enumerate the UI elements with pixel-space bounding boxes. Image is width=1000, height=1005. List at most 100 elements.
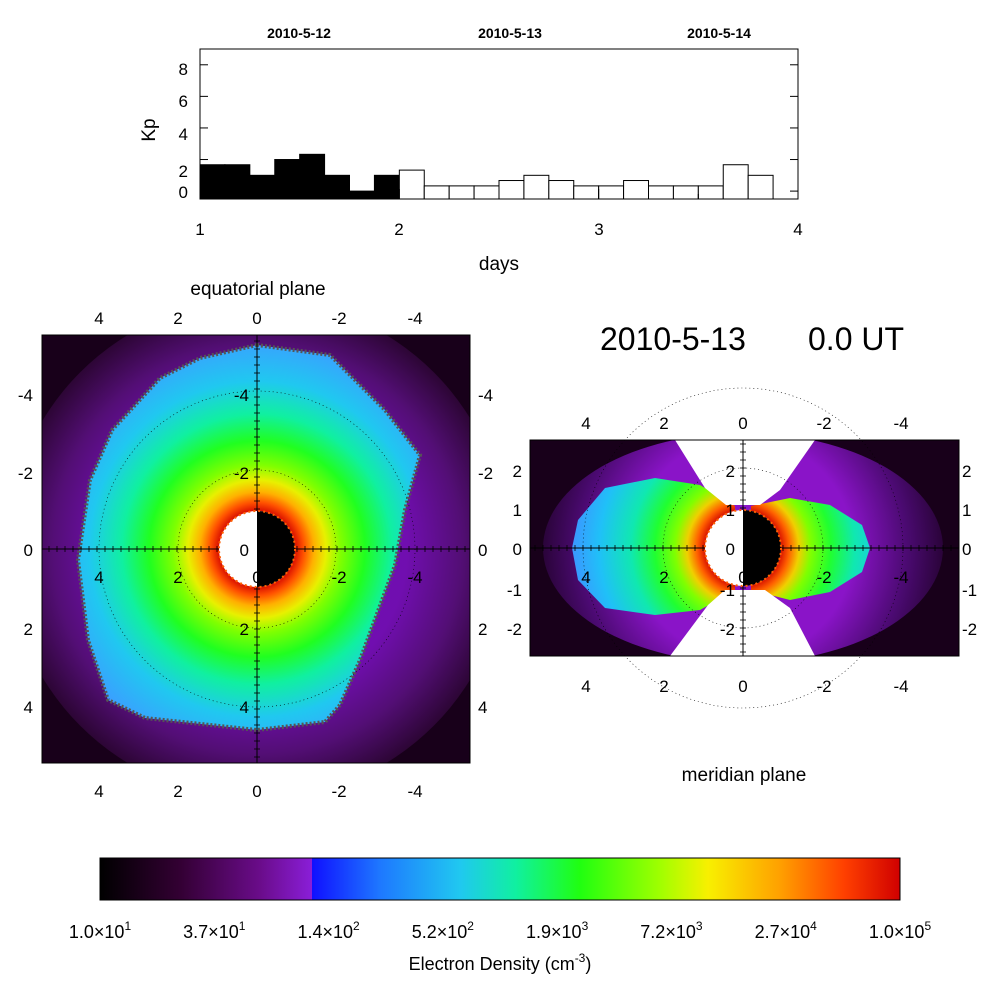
meridian-bottom-tick-label: 0 [738, 677, 747, 696]
kp-bar [697, 185, 724, 200]
equatorial-inner-tick-label: -2 [331, 568, 346, 587]
colorbar-tick-label: 7.2×103 [640, 919, 703, 942]
equatorial-top-tick-label: 2 [173, 309, 182, 328]
meridian-top-tick-label: -2 [816, 414, 831, 433]
kp-date-label: 2010-5-13 [478, 25, 542, 41]
meridian-inner-tick-label: -4 [893, 568, 908, 587]
equatorial-inner-tick-label: 0 [240, 541, 249, 560]
meridian-top-tick-label: 2 [659, 414, 668, 433]
kp-bar [324, 174, 351, 200]
equatorial-right-tick-label: 0 [478, 541, 487, 560]
equatorial-right-tick-label: 4 [478, 698, 487, 717]
meridian-top-tick-label: 0 [738, 414, 747, 433]
meridian-right-tick-label: 2 [962, 462, 971, 481]
meridian-inner-tick-label: -1 [720, 581, 735, 600]
meridian-inner-tick-label: 1 [726, 501, 735, 520]
kp-bar [199, 164, 226, 200]
meridian-inner-tick-label: -2 [720, 620, 735, 639]
equatorial-bottom-tick-label: 0 [252, 782, 261, 801]
kp-bar [473, 185, 500, 200]
colorbar-title-close: ) [585, 954, 591, 974]
kp-bar [423, 185, 450, 200]
kp-bar [299, 153, 326, 200]
meridian-inner-tick-label: 0 [738, 568, 747, 587]
meridian-inner-tick-label: -2 [816, 568, 831, 587]
meridian-bottom-tick-label: 4 [581, 677, 590, 696]
earth-outline [218, 510, 296, 588]
equatorial-bottom-tick-label: 2 [173, 782, 182, 801]
kp-x-tick-label: 4 [793, 220, 802, 239]
colorbar: 1.0×101 3.7×101 1.4×102 5.2×102 1.9×103 7.2×1… [69, 857, 931, 974]
equatorial-plane-title: equatorial plane [190, 279, 325, 300]
kp-bar [274, 159, 301, 200]
meridian-plane-panel: 4 2 0 -2 -4 4 2 0 -2 -4 2 1 0 -1 -2 2 1 … [507, 387, 977, 786]
equatorial-inner-tick-label: 2 [240, 620, 249, 639]
meridian-bottom-tick-label: -2 [816, 677, 831, 696]
meridian-plane-title: meridian plane [682, 765, 807, 786]
equatorial-top-tick-label: -4 [407, 309, 422, 328]
equatorial-plane-panel: equatorial plane 4 2 0 -2 -4 4 2 0 -2 -4… [18, 279, 493, 801]
meridian-bottom-tick-label: -4 [893, 677, 908, 696]
colorbar-title-exp: -3 [575, 951, 586, 965]
meridian-right-tick-label: 0 [962, 540, 971, 559]
kp-bar [373, 174, 400, 200]
kp-date-label: 2010-5-14 [687, 25, 751, 41]
colorbar-tick-label: 3.7×101 [183, 919, 246, 942]
kp-bar [598, 185, 625, 200]
meridian-earth-night-side [743, 510, 781, 586]
equatorial-inner-tick-label: 0 [252, 568, 261, 587]
equatorial-left-tick-label: -2 [18, 464, 33, 483]
colorbar-tick-label: 1.4×102 [297, 919, 360, 942]
kp-bar [398, 169, 425, 200]
kp-bar [498, 180, 525, 200]
equatorial-right-tick-label: -4 [478, 386, 493, 405]
equatorial-top-tick-label: 0 [252, 309, 261, 328]
equatorial-left-tick-label: -4 [18, 386, 33, 405]
meridian-right-tick-label: -1 [962, 581, 977, 600]
kp-bar [623, 180, 649, 200]
kp-bar [573, 185, 600, 200]
meridian-inner-tick-label: 4 [581, 568, 590, 587]
meridian-earth-outline [704, 509, 782, 587]
colorbar-tick-label: 2.7×104 [755, 919, 818, 942]
equatorial-bottom-tick-label: 4 [94, 782, 103, 801]
equatorial-right-tick-label: 2 [478, 620, 487, 639]
kp-bar [448, 185, 475, 200]
equatorial-inner-tick-label: 4 [94, 568, 103, 587]
kp-bar [349, 190, 375, 200]
equatorial-inner-tick-label: -4 [407, 568, 422, 587]
kp-y-axis-label: Kp [139, 118, 160, 141]
kp-y-tick-label: 8 [179, 60, 188, 79]
equatorial-top-tick-label: 4 [94, 309, 103, 328]
equatorial-inner-tick-label: 2 [173, 568, 182, 587]
earth-night-side [257, 511, 295, 587]
timestamp: 2010-5-13 0.0 UT [600, 321, 904, 357]
kp-bar [722, 164, 749, 200]
equatorial-inner-tick-label: -2 [234, 464, 249, 483]
meridian-plasmasphere-right [751, 498, 870, 600]
kp-bar [249, 174, 276, 200]
kp-bar [548, 180, 575, 200]
meridian-left-tick-label: 0 [513, 540, 522, 559]
equatorial-left-tick-label: 0 [24, 541, 33, 560]
meridian-top-tick-label: 4 [581, 414, 590, 433]
kp-bar [648, 185, 674, 200]
equatorial-inner-tick-label: -4 [234, 386, 249, 405]
meridian-left-tick-label: -1 [507, 581, 522, 600]
kp-y-tick-label: 4 [179, 125, 188, 144]
colorbar-tick-label: 5.2×102 [412, 919, 475, 942]
meridian-top-tick-label: -4 [893, 414, 908, 433]
equatorial-top-tick-label: -2 [331, 309, 346, 328]
kp-panel: 2010-5-12 2010-5-13 2010-5-14 0 2 4 6 8 … [139, 25, 803, 275]
kp-ticks [199, 64, 799, 199]
meridian-bottom-tick-label: 2 [659, 677, 668, 696]
meridian-inner-tick-label: 2 [659, 568, 668, 587]
equatorial-left-tick-label: 4 [24, 698, 33, 717]
equatorial-bottom-tick-label: -2 [331, 782, 346, 801]
meridian-inner-tick-label: 2 [726, 462, 735, 481]
meridian-right-tick-label: -2 [962, 620, 977, 639]
meridian-left-tick-label: 1 [513, 501, 522, 520]
colorbar-tick-label: 1.9×103 [526, 919, 589, 942]
equatorial-inner-tick-label: 4 [240, 698, 249, 717]
